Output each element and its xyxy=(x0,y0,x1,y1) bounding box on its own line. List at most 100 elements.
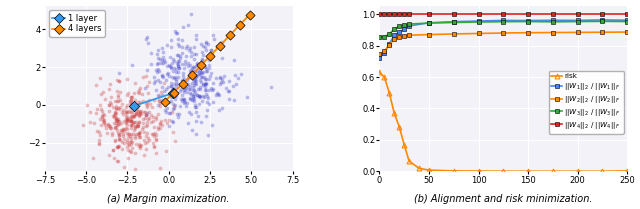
Point xyxy=(189,57,199,61)
Point xyxy=(186,13,196,16)
Point xyxy=(140,110,150,114)
Point xyxy=(201,70,211,73)
Point xyxy=(157,98,167,102)
Point xyxy=(157,86,167,89)
Point xyxy=(134,135,145,138)
Point xyxy=(140,138,150,141)
Point xyxy=(189,45,199,48)
Point xyxy=(140,141,150,144)
Point xyxy=(124,144,134,147)
risk xyxy=(400,143,408,146)
Point xyxy=(173,42,183,45)
Point xyxy=(216,80,227,83)
$||W_4||_2$ / $||W_4||_F$ xyxy=(549,13,557,15)
Point xyxy=(88,156,98,159)
Point xyxy=(98,173,108,176)
Point xyxy=(124,111,134,114)
$||W_3||_2$ / $||W_3||_F$ xyxy=(425,22,433,24)
Point xyxy=(179,81,189,84)
Point xyxy=(142,84,152,87)
Point xyxy=(110,138,120,141)
Point xyxy=(132,125,143,128)
Point xyxy=(122,131,132,135)
Point xyxy=(230,73,240,76)
Point xyxy=(211,93,221,96)
Point xyxy=(129,115,140,118)
Point xyxy=(201,114,211,118)
Point xyxy=(127,111,137,114)
Point xyxy=(159,100,170,103)
Point xyxy=(141,113,151,117)
Point xyxy=(104,109,114,113)
Point xyxy=(189,88,199,92)
Point xyxy=(147,132,157,136)
Point xyxy=(121,126,131,129)
$||W_1||_2$ / $||W_1||_F$ xyxy=(376,57,383,59)
Point xyxy=(160,118,170,122)
Point xyxy=(177,52,187,55)
Point xyxy=(188,65,198,68)
Point xyxy=(183,121,193,124)
Point xyxy=(162,65,172,68)
Point xyxy=(133,112,143,116)
Point xyxy=(168,87,178,90)
Point xyxy=(129,115,139,119)
Point xyxy=(151,151,161,154)
risk xyxy=(396,125,403,128)
Point xyxy=(168,92,178,95)
Point xyxy=(197,50,207,54)
Point xyxy=(130,126,140,129)
Point xyxy=(182,64,193,67)
Point xyxy=(168,82,179,86)
Point xyxy=(95,133,105,136)
Point xyxy=(177,84,187,88)
Point xyxy=(109,115,119,118)
Point xyxy=(147,62,157,66)
Point xyxy=(207,88,217,92)
Point xyxy=(130,126,140,130)
Point xyxy=(127,95,138,99)
Point xyxy=(201,93,211,96)
Point xyxy=(197,84,207,87)
Point xyxy=(186,112,196,115)
$||W_2||_2$ / $||W_2||_F$ xyxy=(598,31,606,33)
Point xyxy=(186,75,196,79)
Point xyxy=(150,79,161,83)
Point xyxy=(205,86,216,89)
Point xyxy=(157,74,167,77)
Point xyxy=(201,48,211,51)
Point xyxy=(200,85,210,89)
Point xyxy=(116,130,126,134)
Point xyxy=(156,61,166,64)
Point xyxy=(129,120,139,123)
Point xyxy=(180,88,190,91)
Point xyxy=(168,108,179,111)
Point xyxy=(123,119,133,123)
Point xyxy=(131,124,141,127)
Point xyxy=(131,135,141,138)
Point xyxy=(113,107,123,110)
Point xyxy=(125,119,136,122)
Point xyxy=(95,76,106,80)
Point xyxy=(150,138,161,141)
Point xyxy=(159,82,169,85)
Point xyxy=(126,106,136,110)
Point xyxy=(96,108,106,111)
Point xyxy=(99,121,109,124)
Point xyxy=(208,33,218,37)
Point xyxy=(137,127,147,131)
Point xyxy=(190,78,200,81)
Point xyxy=(123,156,133,160)
Point xyxy=(134,113,144,117)
Point xyxy=(236,72,246,76)
Point xyxy=(225,33,235,37)
Point xyxy=(175,104,185,107)
Point xyxy=(202,100,212,104)
Point xyxy=(134,142,144,146)
Point xyxy=(145,103,156,106)
$||W_3||_2$ / $||W_3||_F$ xyxy=(475,21,483,23)
$||W_2||_2$ / $||W_2||_F$ xyxy=(549,31,557,34)
Point xyxy=(161,110,171,114)
Point xyxy=(135,86,145,89)
Point xyxy=(131,112,141,115)
